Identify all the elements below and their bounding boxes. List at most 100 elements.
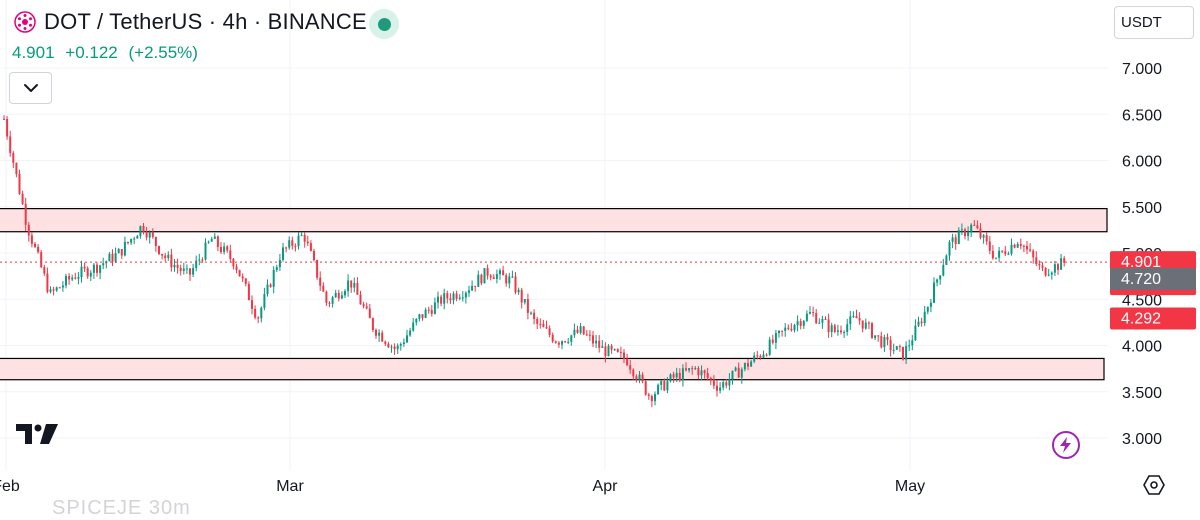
candle-body	[399, 343, 402, 346]
candle-body	[9, 136, 12, 153]
candle-body	[520, 289, 523, 303]
candle-body	[898, 346, 901, 348]
candle-body	[486, 268, 489, 276]
candle-body	[145, 231, 148, 238]
candle-body	[920, 321, 923, 324]
candle-body	[703, 370, 706, 374]
support-resistance-zones	[0, 208, 1108, 381]
candle-body	[396, 345, 399, 350]
candle-body	[979, 228, 982, 238]
candle-body	[883, 337, 886, 348]
candle-body	[666, 381, 669, 391]
candle-body	[415, 318, 418, 323]
candle-body	[303, 234, 306, 242]
candle-body	[647, 394, 650, 397]
candle-body	[967, 232, 970, 237]
candle-body	[477, 274, 480, 287]
candle-body	[781, 330, 784, 332]
candle-body	[356, 283, 359, 295]
candle-body	[446, 293, 449, 299]
candle-body	[805, 313, 808, 321]
candle-body	[1041, 265, 1044, 268]
candle-body	[818, 322, 821, 324]
candle-body	[660, 381, 663, 385]
candle-body	[945, 255, 948, 265]
candle-body	[368, 308, 371, 319]
candle-body	[393, 346, 396, 350]
candle-body	[322, 285, 325, 292]
candle-body	[328, 302, 331, 304]
candle-body	[1026, 246, 1028, 250]
candle-body	[976, 225, 979, 229]
candle-body	[350, 280, 353, 288]
candle-body	[316, 260, 319, 278]
price-change: +0.122	[65, 43, 118, 62]
candle-body	[96, 264, 98, 273]
candle-body	[468, 290, 470, 293]
candle-body	[220, 246, 222, 253]
candle-body	[161, 253, 164, 256]
candle-body	[607, 345, 610, 357]
candle-body	[164, 255, 167, 259]
currency-selector[interactable]: USDT	[1114, 6, 1194, 39]
candle-body	[86, 268, 89, 277]
candle-body	[83, 266, 86, 269]
candle-body	[1001, 250, 1004, 252]
candle-body	[889, 339, 892, 351]
candle-body	[390, 346, 393, 348]
candle-body	[768, 339, 771, 355]
candle-body	[964, 229, 966, 237]
candle-body	[762, 354, 765, 358]
candle-body	[753, 355, 756, 362]
candle-body	[173, 264, 176, 268]
candle-body	[238, 269, 241, 277]
candle-body	[623, 352, 625, 359]
candle-body	[517, 289, 520, 293]
candle-body	[545, 327, 548, 329]
candle-body	[852, 316, 855, 318]
candle-body	[564, 341, 567, 343]
candle-body	[492, 277, 495, 279]
lightning-icon[interactable]	[1052, 431, 1080, 459]
x-tick-label: Feb	[0, 478, 20, 495]
candle-body	[229, 250, 232, 259]
candle-body	[440, 296, 443, 304]
candle-body	[108, 253, 111, 262]
candle-body	[1022, 245, 1025, 247]
candle-body	[539, 323, 542, 325]
candle-body	[204, 242, 207, 260]
collapse-button[interactable]	[9, 72, 52, 104]
candle-body	[340, 295, 343, 299]
candle-body	[1060, 258, 1063, 270]
candle-body	[294, 245, 297, 247]
candle-body	[427, 309, 430, 311]
candle-body	[483, 268, 486, 284]
candle-body	[722, 382, 725, 388]
candle-body	[551, 334, 554, 342]
market-open-dot-icon[interactable]	[369, 9, 399, 39]
tradingview-logo-icon[interactable]	[16, 424, 60, 449]
candle-body	[542, 323, 545, 328]
candle-body	[1038, 264, 1041, 266]
candle-body	[991, 250, 994, 259]
candle-body	[71, 277, 74, 280]
candle-body	[1044, 267, 1047, 276]
candle-body	[223, 246, 226, 253]
candle-body	[424, 309, 427, 318]
candle-body	[365, 306, 368, 309]
candle-body	[495, 274, 498, 279]
candle-body	[892, 349, 895, 351]
candle-body	[52, 289, 55, 291]
x-axis-ticks: Feb Mar Apr May	[0, 478, 925, 495]
candle-body	[688, 368, 691, 371]
candle-body	[1016, 244, 1019, 248]
symbol-title[interactable]: DOT / TetherUS · 4h · BINANCE	[44, 9, 367, 34]
candle-body	[846, 324, 849, 332]
candle-body	[306, 241, 309, 244]
candle-body	[554, 341, 557, 343]
settings-hexagon-icon[interactable]	[1142, 473, 1166, 497]
candle-body	[530, 312, 532, 314]
candle-body	[697, 367, 700, 376]
candle-body	[650, 396, 653, 402]
